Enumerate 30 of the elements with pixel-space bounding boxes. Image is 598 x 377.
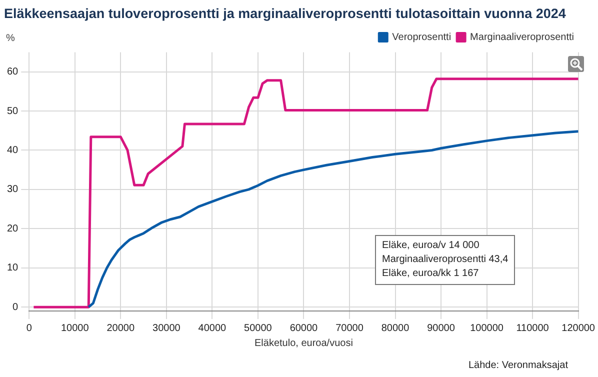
x-tick-label: 0 bbox=[26, 322, 32, 334]
text: Lähde: Veronmaksajat bbox=[468, 360, 568, 371]
x-tick-label: 40000 bbox=[198, 322, 227, 334]
x-tick-label: 10000 bbox=[60, 322, 90, 334]
chart-title: Eläkkeensaajan tuloveroprosentti ja marginaaliveroprosentti tulotasoittain vuonna 2024 bbox=[4, 6, 566, 21]
x-tick-label: 50000 bbox=[244, 322, 272, 334]
x-tick-label: 100000 bbox=[470, 322, 504, 334]
y-tick-label: 40 bbox=[7, 144, 19, 156]
x-axis-title: Eläketulo, euroa/vuosi bbox=[254, 338, 353, 349]
x-tick-label: 20000 bbox=[106, 322, 135, 334]
legend-label: Marginaaliveroprosentti bbox=[470, 32, 574, 43]
x-tick-label: 80000 bbox=[381, 322, 410, 334]
y-tick-label: 50 bbox=[7, 106, 19, 117]
y-tick-label: 10 bbox=[7, 262, 19, 274]
annotation: Eläke, euroa/v 14 000 bbox=[382, 239, 480, 253]
annotation: Eläke, euroa/kk 1 167 bbox=[382, 267, 480, 281]
y-tick-label: 0 bbox=[12, 302, 19, 313]
x-tick-label: 60000 bbox=[290, 322, 318, 334]
x-tick-label: 90000 bbox=[427, 322, 456, 334]
x-tick-label: 70000 bbox=[336, 322, 364, 334]
tooltip-box: Eläke, euroa/v 14 000 Marginaaliveroprosentti 43,4 Eläke, euroa/kk 1 167 bbox=[375, 235, 516, 285]
y-tick-label: 30 bbox=[7, 184, 19, 196]
legend-label: Veroprosentti bbox=[392, 32, 452, 43]
annotation: Marginaaliveroprosentti 43,4 bbox=[382, 253, 508, 267]
y-tick-label: 20 bbox=[7, 223, 19, 234]
x-tick-label: 30000 bbox=[152, 322, 181, 334]
x-tick-label: 120000 bbox=[562, 322, 596, 334]
x-tick-label: 110000 bbox=[516, 322, 550, 334]
y-axis-title: % bbox=[6, 32, 15, 44]
y-tick-label: 60 bbox=[7, 66, 19, 78]
